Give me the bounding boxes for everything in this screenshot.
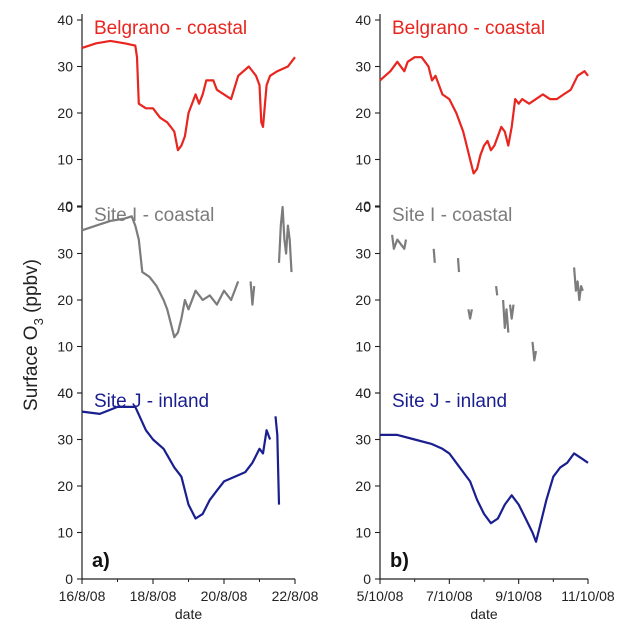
y-tick-label: 10 [355,152,371,168]
series-line [502,299,510,333]
x-tick-label: 11/10/08 [561,588,615,604]
y-axis-label: Surface O3 (ppbv) [21,259,46,411]
y-tick-label: 10 [57,152,73,168]
y-tick-label: 40 [355,385,371,401]
series-label: Belgrano - coastal [94,18,247,39]
y-tick-label: 20 [57,292,73,308]
y-tick-label: 0 [65,571,73,587]
series-line [277,205,293,273]
y-tick-label: 10 [355,339,371,355]
y-tick-label: 30 [355,59,371,75]
y-tick-label: 0 [363,385,371,401]
y-tick-label: 10 [57,339,73,355]
series-line [508,304,515,320]
panel-label: b) [390,550,409,572]
x-tick-label: 16/8/08 [59,588,106,604]
series-label: Site I - coastal [94,205,214,226]
x-tick-label: 7/10/08 [426,588,473,604]
y-tick-label: 40 [57,199,73,215]
x-axis-label: date [470,606,497,622]
series-label: Belgrano - coastal [392,18,545,39]
series-line [81,405,272,520]
y-tick-label: 20 [355,292,371,308]
y-tick-label: 20 [355,478,371,494]
series-line [495,285,499,296]
series-line [391,234,408,250]
series-line [380,433,589,543]
x-tick-label: 20/8/08 [201,588,248,604]
panel-label: a) [92,550,110,572]
panel-a: 0 10 20 30 40 Belgrano - coastal 0 10 20 30 40 Site… [57,12,318,622]
y-tick-label: 30 [355,432,371,448]
series-label: Site J - inland [392,391,507,412]
y-tick-label: 30 [57,59,73,75]
y-tick-label: 20 [57,478,73,494]
y-tick-label: 40 [57,385,73,401]
series-line [274,416,281,505]
series-label: Site I - coastal [392,205,512,226]
y-tick-label: 10 [57,525,73,541]
y-tick-label: 40 [355,199,371,215]
y-tick-label: 40 [57,12,73,28]
y-tick-label: 30 [57,246,73,262]
y-tick-label: 20 [57,105,73,121]
series-line [81,215,240,339]
y-tick-label: 0 [363,571,371,587]
x-tick-label: 5/10/08 [357,588,404,604]
y-tick-label: 0 [65,385,73,401]
y-tick-label: 30 [57,432,73,448]
series-line [467,309,473,320]
series-line [456,258,461,273]
y-tick-label: 0 [65,198,73,214]
series-line [379,56,589,175]
y-tick-label: 0 [363,198,371,214]
series-line [249,281,256,306]
x-tick-label: 22/8/08 [272,588,319,604]
series-line [81,39,296,152]
x-axis-label: date [175,606,202,622]
y-tick-label: 20 [355,105,371,121]
x-tick-label: 18/8/08 [130,588,177,604]
y-tick-label: 10 [355,525,371,541]
series-line [531,341,538,362]
panels: 0 10 20 30 40 Belgrano - coastal 0 10 20 30 40 Site… [57,12,615,622]
panel-b: 0 10 20 30 40 Belgrano - coastal 0 10 20 30 40 Site… [355,12,615,622]
series-line [573,267,584,302]
x-tick-label: 9/10/08 [495,588,542,604]
y-tick-label: 30 [355,246,371,262]
series-line [432,248,436,263]
y-tick-label: 40 [355,12,371,28]
